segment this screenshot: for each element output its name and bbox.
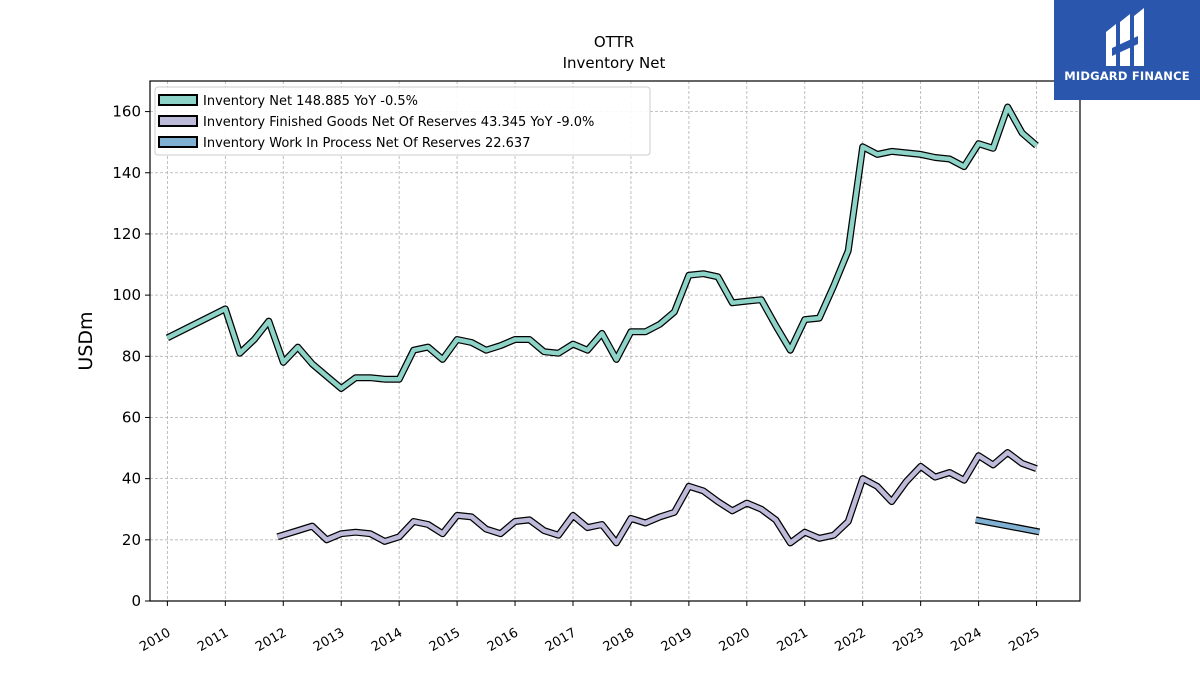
- x-tick-label: 2010: [137, 625, 173, 655]
- series-3-line: [975, 517, 1040, 535]
- x-tick-label: 2019: [659, 625, 695, 655]
- y-tick-label: 80: [122, 347, 141, 365]
- legend-swatch: [158, 115, 198, 127]
- x-tick-label: 2011: [195, 625, 231, 655]
- y-tick-label: 60: [122, 408, 141, 426]
- legend-label: Inventory Work In Process Net Of Reserve…: [203, 136, 530, 151]
- chart-title: OTTR: [594, 33, 634, 51]
- legend-swatch: [158, 94, 198, 106]
- y-tick-label: 140: [112, 164, 141, 182]
- y-tick-label: 120: [112, 225, 141, 243]
- x-tick-label: 2015: [427, 625, 463, 655]
- legend-label: Inventory Net 148.885 YoY -0.5%: [203, 94, 418, 109]
- y-tick-label: 0: [131, 592, 141, 610]
- x-tick-label: 2020: [717, 625, 753, 655]
- series-2-line: [276, 450, 1038, 546]
- x-tick-label: 2013: [311, 625, 347, 655]
- plot-frame: [149, 80, 1081, 602]
- x-tick-label: 2023: [890, 625, 926, 655]
- brand-name: MIDGARD FINANCE: [1064, 69, 1190, 83]
- y-tick-label: 160: [112, 103, 141, 121]
- x-tick-label: 2012: [253, 625, 289, 655]
- x-tick-label: 2017: [543, 625, 579, 655]
- legend-box: [154, 86, 651, 156]
- series-1-line: [166, 104, 1038, 391]
- y-tick-label: 40: [122, 470, 141, 488]
- x-tick-label: 2022: [833, 625, 869, 655]
- y-tick-label: 20: [122, 531, 141, 549]
- legend-swatch: [158, 136, 198, 148]
- x-tick-label: 2021: [775, 625, 811, 655]
- y-tick-label: 100: [112, 286, 141, 304]
- series-layer: [165, 103, 1041, 547]
- x-tick-label: 2016: [485, 625, 521, 655]
- y-axis-ticks: 0 20 40 60 80 100 120 140 160: [112, 103, 150, 610]
- midgard-logo-icon: [1106, 8, 1144, 66]
- x-tick-label: 2014: [369, 625, 405, 655]
- x-tick-label: 2025: [1006, 625, 1042, 655]
- midgard-finance-logo: MIDGARD FINANCE: [1054, 0, 1200, 100]
- chart-subtitle: Inventory Net: [563, 54, 666, 72]
- x-tick-label: 2018: [601, 625, 637, 655]
- x-axis-ticks: 2010 2011 2012 2013 2014 2015 2016 2017 2018 2019…: [137, 601, 1043, 655]
- legend-label: Inventory Finished Goods Net Of Reserves…: [203, 115, 594, 130]
- y-axis-label: USDm: [75, 311, 97, 370]
- x-tick-label: 2024: [948, 625, 984, 655]
- legend: Inventory Net 148.885 YoY -0.5% Inventory…: [154, 86, 651, 156]
